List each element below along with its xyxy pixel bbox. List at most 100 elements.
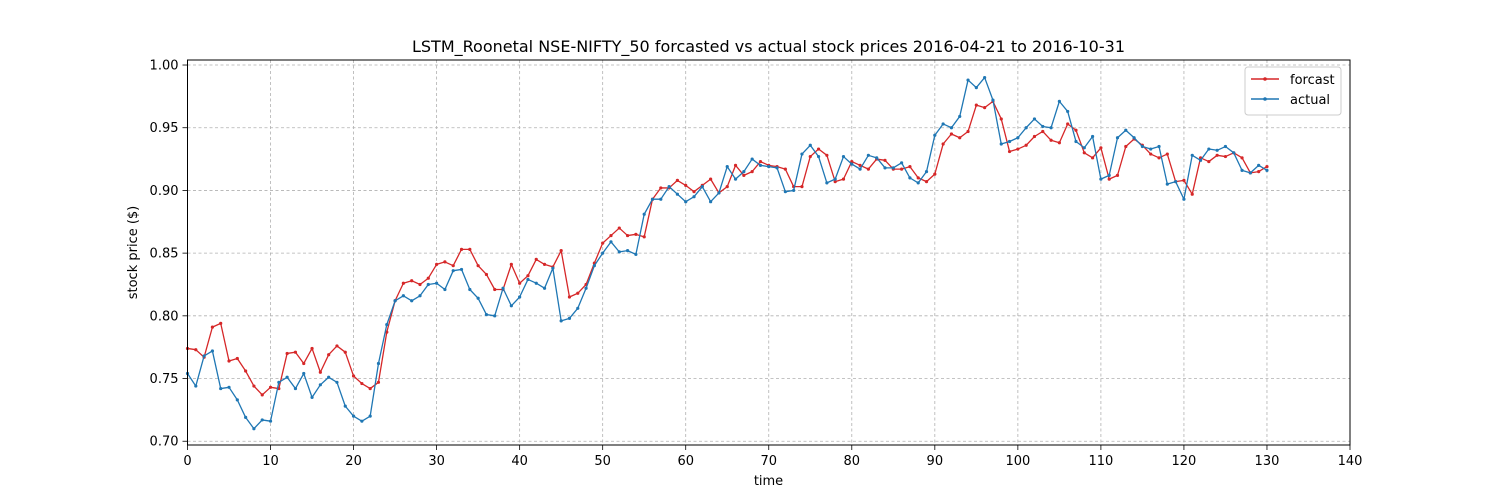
data-point-forcast [418,282,422,287]
data-point-forcast [1082,151,1086,155]
data-point-forcast [1149,152,1153,156]
data-point-forcast [443,260,447,264]
legend: forcast actual [1244,66,1342,116]
data-point-actual [1190,153,1194,157]
data-point-forcast [941,142,945,146]
x-tick-label: 10 [262,454,279,469]
data-point-actual [194,384,198,388]
data-point-forcast [235,356,239,361]
data-point-forcast [908,165,912,169]
data-point-actual [941,122,945,126]
y-axis-label: stock price ($) [126,206,141,300]
data-point-forcast [1024,143,1028,147]
x-tick-label: 50 [594,454,611,469]
data-point-forcast [576,291,580,295]
data-point-actual [709,200,713,204]
data-point-actual [584,286,588,290]
data-point-forcast [1265,165,1269,169]
data-point-actual [567,316,572,320]
data-point-forcast [833,180,837,184]
data-point-forcast [302,361,306,366]
data-point-forcast [692,190,696,194]
data-point-forcast [293,350,298,354]
data-point-actual [783,190,787,194]
data-point-forcast [252,384,256,388]
data-point-forcast [260,393,264,397]
x-tick-label: 140 [1338,454,1363,469]
data-point-forcast [1057,141,1061,145]
data-point-forcast [401,281,405,285]
data-point-actual [1240,168,1244,172]
data-point-actual [700,185,704,189]
data-point-forcast [609,233,613,238]
data-point-forcast [709,177,713,181]
x-tick-label: 0 [183,454,191,469]
data-point-forcast [800,185,804,189]
data-point-forcast [933,172,937,176]
data-point-actual [1007,139,1012,144]
data-point-actual [1090,134,1095,139]
data-point-actual [1107,173,1111,177]
data-point-actual [1265,168,1269,172]
data-point-forcast [1190,192,1194,196]
data-point-actual [1182,197,1186,201]
data-point-actual [625,249,630,253]
data-point-forcast [1041,129,1045,134]
data-point-actual [841,154,846,159]
data-point-forcast [924,180,929,184]
data-point-forcast [816,147,821,151]
data-point-forcast [219,321,223,325]
data-point-actual [1049,126,1053,130]
data-point-forcast [310,346,314,351]
data-point-forcast [601,241,605,245]
data-point-actual [210,349,215,353]
chart-title: LSTM_Roonetal NSE-NIFTY_50 forcasted vs … [412,37,1125,57]
series-actual [185,75,1269,431]
data-point-actual [675,192,680,196]
data-point-actual [609,240,613,244]
data-point-actual [393,299,397,303]
data-point-actual [1223,144,1228,149]
data-point-actual [816,154,821,159]
data-point-actual [551,266,555,270]
data-point-actual [1132,136,1136,140]
data-point-forcast [459,247,464,251]
data-point-forcast [368,386,372,391]
y-tick-label: 0.70 [150,435,179,450]
data-point-actual [360,419,364,423]
data-point-forcast [376,380,381,384]
legend-label-forcast: forcast [1290,73,1335,88]
data-point-actual [601,251,605,255]
data-point-actual [526,277,530,282]
data-point-actual [733,177,738,181]
data-point-actual [244,415,248,420]
data-point-actual [808,143,812,147]
data-point-actual [775,166,779,170]
data-point-forcast [916,176,920,180]
data-point-actual [310,395,314,399]
data-point-actual [327,375,331,379]
data-point-actual [576,306,580,310]
data-point-actual [418,294,422,298]
data-point-forcast [808,154,812,159]
data-point-forcast [642,235,646,239]
data-point-actual [792,188,796,193]
data-point-forcast [883,158,887,162]
data-point-forcast [210,325,215,329]
data-point-actual [509,304,513,308]
data-point-forcast [244,369,248,373]
data-point-actual [426,282,430,287]
data-point-forcast [1016,147,1020,151]
data-point-actual [252,427,256,431]
data-point-actual [617,250,621,254]
data-point-forcast [1223,154,1228,159]
data-point-actual [1024,126,1028,130]
x-tick-label: 70 [760,454,777,469]
data-point-forcast [484,272,489,277]
data-point-forcast [983,106,987,110]
data-point-actual [435,281,439,285]
data-point-forcast [1032,134,1037,139]
data-point-forcast [435,262,439,267]
